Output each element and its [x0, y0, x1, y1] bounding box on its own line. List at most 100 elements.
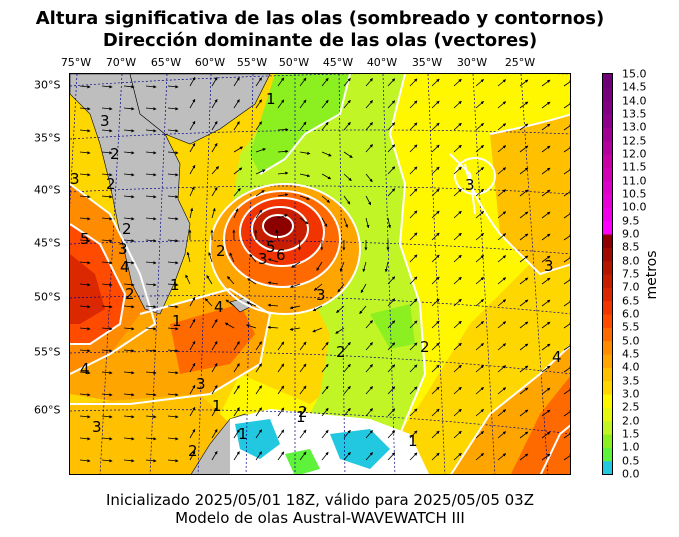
direction-arrow	[387, 430, 396, 439]
field-6-5m-west	[70, 254, 105, 324]
colorbar-tick-label: 7.5	[622, 267, 640, 281]
field-5m-southeast	[510, 376, 570, 474]
direction-arrow	[365, 408, 373, 417]
colorbar-tick-label: 12.5	[622, 134, 647, 148]
direction-arrow	[255, 451, 262, 461]
direction-arrow	[101, 217, 113, 221]
direction-arrow	[541, 299, 551, 307]
direction-arrow	[541, 277, 551, 285]
direction-arrow	[475, 145, 485, 153]
colorbar-tick-label: 1.0	[622, 440, 640, 454]
contour-label: 3	[70, 170, 80, 188]
direction-arrow	[101, 415, 113, 419]
contour-label: 5	[266, 238, 276, 256]
contour-label: 3	[100, 112, 110, 130]
direction-arrow	[145, 415, 157, 419]
colorbar-tick-label: 5.0	[622, 334, 640, 348]
direction-arrow	[313, 283, 323, 291]
direction-arrow	[255, 121, 262, 131]
direction-arrow	[409, 188, 418, 197]
direction-arrow	[343, 429, 351, 439]
direction-arrow	[519, 409, 529, 417]
direction-arrow	[123, 239, 135, 243]
direction-arrow	[365, 173, 373, 183]
direction-arrow	[453, 364, 462, 373]
direction-arrow	[453, 276, 462, 285]
colorbar-tick-label: 7.0	[622, 280, 640, 294]
direction-arrow	[343, 341, 351, 351]
contour-label: 3	[92, 418, 102, 436]
direction-arrow	[497, 453, 507, 461]
direction-arrow	[123, 459, 135, 463]
direction-arrow	[409, 254, 418, 263]
direction-arrow	[541, 321, 551, 329]
direction-arrow	[167, 437, 179, 441]
direction-arrow	[145, 349, 157, 353]
direction-arrow	[431, 210, 440, 219]
ice-coast-1	[235, 419, 280, 459]
colorbar-swatch	[603, 207, 612, 222]
direction-arrow	[79, 173, 91, 177]
lon-label-50w: 50°W	[278, 56, 310, 69]
direction-arrow	[79, 371, 91, 375]
direction-arrow	[312, 305, 323, 312]
direction-arrow	[563, 123, 570, 131]
colorbar-tick-label: 4.0	[622, 360, 640, 374]
direction-arrow	[475, 365, 485, 373]
direction-arrow	[409, 100, 418, 109]
direction-arrow	[233, 341, 240, 351]
direction-arrow	[189, 164, 196, 175]
colorbar	[602, 73, 613, 475]
direction-arrow	[384, 261, 389, 273]
colorbar-swatch	[603, 127, 612, 142]
direction-arrow	[563, 189, 570, 197]
map-title-line1: Altura significativa de las olas (sombre…	[35, 8, 605, 29]
direction-arrow	[277, 214, 289, 219]
direction-arrow	[563, 167, 570, 175]
direction-arrow	[79, 129, 91, 133]
contour-label: 1	[266, 90, 276, 108]
lat-label-30s: 30°S	[34, 78, 61, 92]
direction-arrow	[246, 301, 257, 307]
lat-label-60s: 60°S	[34, 403, 61, 417]
direction-arrow	[233, 208, 239, 219]
height-contours	[70, 74, 570, 474]
direction-arrow	[519, 123, 529, 131]
colorbar-swatch	[603, 140, 612, 155]
colorbar-tick-label: 0.0	[622, 467, 640, 481]
contour-label: 2	[188, 442, 198, 460]
direction-arrow	[339, 261, 345, 272]
direction-arrow	[541, 343, 551, 351]
direction-arrow	[233, 187, 241, 197]
graticule	[70, 74, 570, 474]
direction-arrow	[299, 385, 307, 395]
direction-arrow	[145, 107, 157, 111]
colorbar-tick-label: 3.5	[622, 374, 640, 388]
direction-arrow	[145, 393, 157, 397]
colorbar-swatch	[603, 460, 612, 475]
colorbar-tick-label: 5.5	[622, 320, 640, 334]
colorbar-swatch	[603, 167, 612, 182]
colorbar-tick-label: 6.5	[622, 294, 640, 308]
lon-label-65w: 65°W	[150, 56, 182, 69]
direction-arrow	[123, 305, 135, 309]
colorbar-tick-label: 10.0	[622, 200, 647, 214]
direction-arrow	[563, 79, 570, 87]
direction-arrow	[497, 211, 507, 219]
direction-arrow	[563, 321, 570, 329]
direction-arrow	[255, 99, 262, 109]
direction-arrow	[299, 407, 307, 417]
colorbar-tick-label: 2.0	[622, 414, 640, 428]
contour-label-group: 1 1 1 1 1 1 1 2 2 2 2 2 2 2 2 2 3 3 3 3 …	[70, 90, 562, 460]
direction-arrow	[519, 431, 529, 439]
direction-arrow	[79, 195, 91, 199]
direction-arrow	[387, 342, 396, 351]
direction-arrow	[277, 127, 289, 132]
direction-arrow	[519, 299, 529, 307]
lon-label-25w: 25°W	[504, 56, 536, 69]
direction-arrow	[475, 299, 485, 307]
direction-arrow	[387, 78, 396, 87]
direction-arrow	[343, 173, 352, 182]
direction-arrow	[497, 123, 507, 131]
direction-arrow	[497, 299, 507, 307]
